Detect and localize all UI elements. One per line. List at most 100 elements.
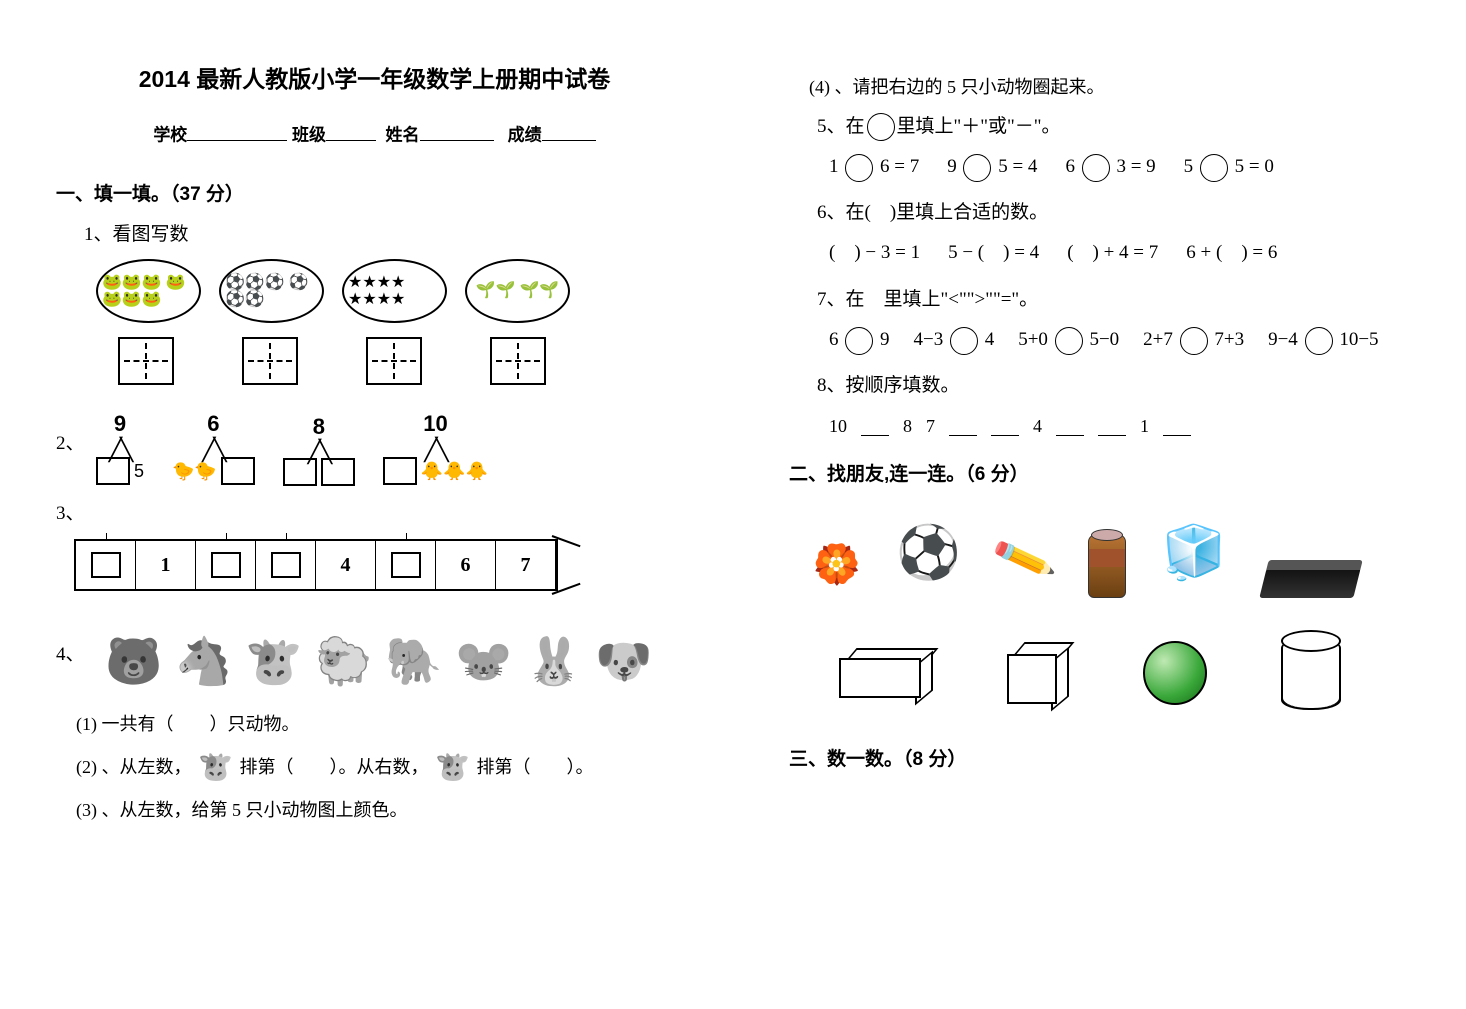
q5-lbl-b: 里填上"＋"或"－"。 [897,111,1061,143]
rcell-2[interactable] [196,541,256,589]
lbl-school: 学校 [153,126,187,145]
rcell-7: 7 [496,541,556,589]
rubiks-cube-icon: 🧊 [1162,510,1227,598]
blank-circle[interactable] [1200,154,1228,182]
eq6-3: 6 + ( ) = 6 [1186,237,1277,269]
tri-1-r: 5 [134,456,144,487]
animal-elephant: 🐘 [382,629,446,695]
rcell-5[interactable] [376,541,436,589]
tri-4: 10 ╱╲ 🐥🐥🐥 [383,405,488,486]
blank-circle[interactable] [845,327,873,355]
eq5-3a: 5 [1184,156,1194,177]
eq5-1a: 9 [947,156,957,177]
oval-1: 🐸🐸🐸 🐸🐸🐸🐸 [96,259,201,323]
q2-label: 2、 [56,428,84,460]
right-column: (4) 、请把右边的 5 只小动物圈起来。 5、在 里填上"＋"或"－"。 1 … [733,0,1466,1009]
page: 2014 最新人教版小学一年级数学上册期中试卷 学校 班级 姓名 成绩 一、填一… [0,0,1466,1009]
eq7-1a: 4−3 [914,329,944,350]
animal-sheep: 🐑 [312,629,376,695]
oval-2: ⚽⚽⚽ ⚽⚽⚽ [219,259,324,323]
q1-label: 1、看图写数 [84,219,693,251]
eq6-1: 5 − ( ) = 4 [948,237,1039,269]
q7-eqs: 6 9 4−3 4 5+0 5−0 2+7 7+3 9−4 10−5 [829,324,1426,356]
eq5-1b: 5 = 4 [998,156,1037,177]
q1-frames [118,337,693,385]
eq5-0b: 6 = 7 [880,156,919,177]
animal-mouse: 🐭 [452,629,516,695]
left-column: 2014 最新人教版小学一年级数学上册期中试卷 学校 班级 姓名 成绩 一、填一… [0,0,733,1009]
eq7-3b: 7+3 [1214,329,1244,350]
lbl-name: 姓名 [386,126,420,145]
eq5-0a: 1 [829,156,839,177]
sphere-shape[interactable] [1143,641,1207,705]
q4-sub2a: (2) 、从左数， [76,752,192,783]
q7-label: 7、在 里填上"<"">""="。 [817,284,1426,316]
caret-icon: ╱╲ [424,443,447,456]
eq5-2b: 3 = 9 [1116,156,1155,177]
caret-icon: ╱╲ [202,443,225,456]
eq7-0a: 6 [829,329,839,350]
q2-groups: 9 ╱╲ 5 6 ╱╲ 🐤🐤 8 ╱╲ 10 ╱╲ 🐥🐥🐥 [96,405,488,486]
q4-animals: 🐻 🐴 🐮 🐑 🐘 🐭 🐰 🐶 [102,629,656,695]
animal-cow: 🐮 [242,629,306,695]
q1-ovals: 🐸🐸🐸 🐸🐸🐸🐸 ⚽⚽⚽ ⚽⚽⚽ ★★★★ ★★★★ 🌱🌱 🌱🌱 [96,259,693,323]
blank-circle[interactable] [1082,154,1110,182]
blank-circle[interactable] [845,154,873,182]
q4-sub2b: 排第（ ）。从右数， [240,752,429,783]
rcell-6: 6 [436,541,496,589]
animal-horse: 🐴 [172,629,236,695]
seq-blank[interactable] [861,416,889,437]
eq6-0: ( ) − 3 = 1 [829,237,920,269]
q4-sub3: (3) 、从左数，给第 5 只小动物图上颜色。 [76,795,693,826]
lbl-score: 成绩 [508,126,542,145]
blank-circle[interactable] [1055,327,1083,355]
animal-dog: 🐶 [592,629,656,695]
q8-label: 8、按顺序填数。 [817,370,1426,402]
rcell-3[interactable] [256,541,316,589]
frame-4[interactable] [490,337,546,385]
blank-class[interactable] [326,121,376,141]
oval-4: 🌱🌱 🌱🌱 [465,259,570,323]
blank-name[interactable] [420,121,494,141]
blank-school[interactable] [187,121,287,141]
blank-box[interactable] [321,458,355,486]
cube-shape[interactable] [1007,642,1069,704]
eq7-1b: 4 [985,329,995,350]
seq-blank[interactable] [991,416,1019,437]
q5-label: 5、在 里填上"＋"或"－"。 [817,111,1426,143]
blank-box[interactable] [96,457,130,485]
page-title: 2014 最新人教版小学一年级数学上册期中试卷 [56,60,693,99]
blank-circle[interactable] [1180,327,1208,355]
tri-3: 8 ╱╲ [283,408,355,487]
blank-circle[interactable] [950,327,978,355]
seq-6: 4 [1033,411,1042,442]
circle-icon [867,113,895,141]
blank-box[interactable] [221,457,255,485]
seq-blank[interactable] [1098,416,1126,437]
blank-circle[interactable] [963,154,991,182]
q3-ruler: 1 4 6 7 [74,539,693,591]
q4-sub2c: 排第（ ）。 [477,752,594,783]
seq-blank[interactable] [1056,416,1084,437]
section-3-header: 三、数一数。（8 分） [789,744,1426,776]
blank-box[interactable] [283,458,317,486]
rcell-0[interactable] [76,541,136,589]
soccer-ball-icon: ⚽ [896,510,961,598]
q4-sub1: (1) 一共有（ ）只动物。 [76,709,693,740]
frame-1[interactable] [118,337,174,385]
seq-blank[interactable] [949,416,977,437]
eq7-2a: 5+0 [1018,329,1048,350]
pompom-icon: 🏵️ [813,533,860,598]
blank-circle[interactable] [1305,327,1333,355]
cuboid-shape[interactable] [839,648,933,698]
frame-3[interactable] [366,337,422,385]
seq-blank[interactable] [1163,416,1191,437]
blank-box[interactable] [383,457,417,485]
cylinder-shape[interactable] [1281,638,1341,708]
ruler-arrow-icon [552,535,576,595]
rcell-4: 4 [316,541,376,589]
caret-icon: ╱╲ [109,443,132,456]
info-line: 学校 班级 姓名 成绩 [56,121,693,151]
frame-2[interactable] [242,337,298,385]
blank-score[interactable] [542,121,596,141]
